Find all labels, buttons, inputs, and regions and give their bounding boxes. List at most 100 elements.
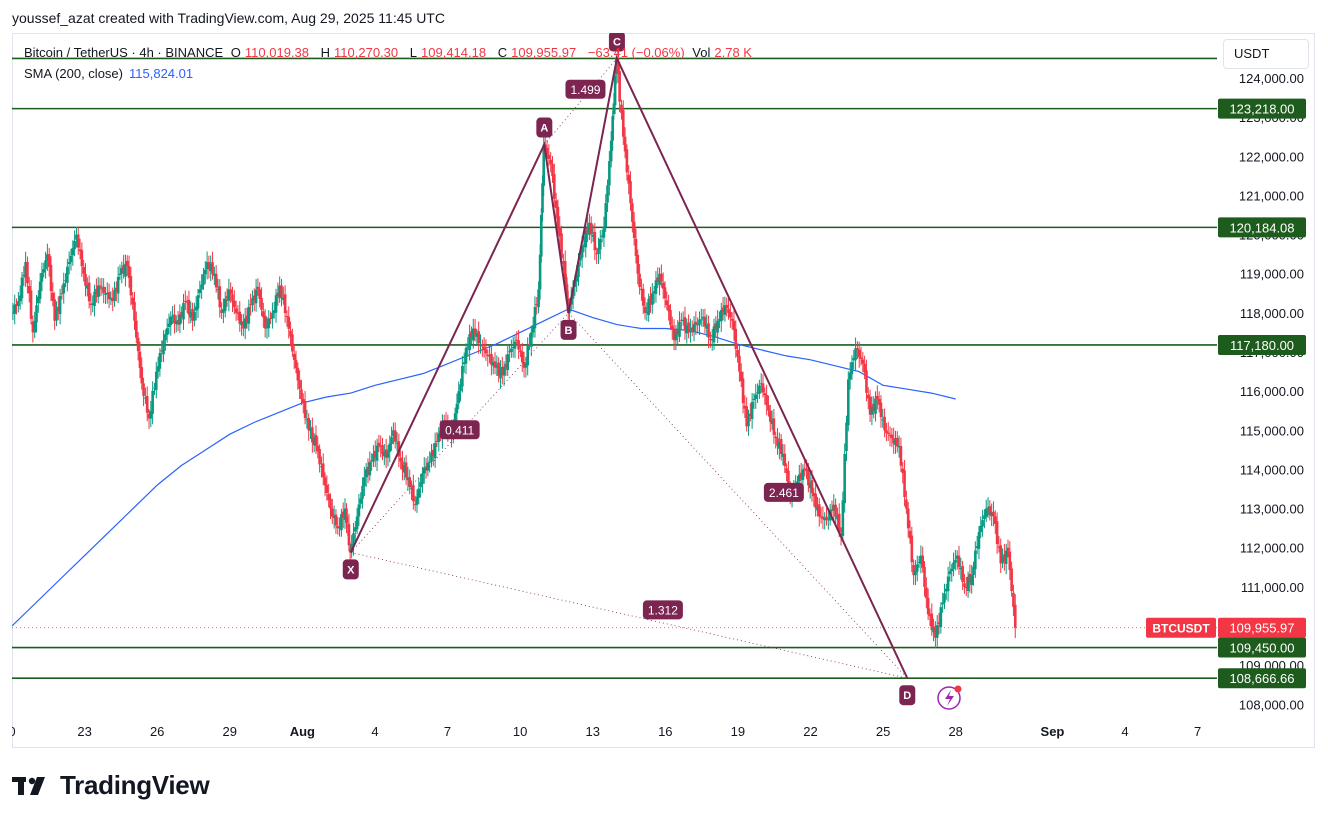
candle-body [49,264,53,292]
candle-body [309,430,312,432]
candle-body [654,280,658,294]
candle-body [640,288,643,291]
symbol-label: BTCUSDT [1152,622,1210,636]
tradingview-logo-icon [12,776,45,795]
candle-body [984,508,988,517]
candle-body [64,280,67,282]
candle-body [377,442,381,446]
candle-body [20,277,24,299]
candle-body [577,261,580,278]
candle-body [959,567,963,570]
candle-body [1010,568,1013,592]
candle-body [283,294,287,314]
candle-body [660,273,663,282]
candle-body [345,508,348,523]
candle-body [225,296,229,299]
candle-body [184,300,187,302]
candle-body [142,383,145,396]
lightning-dot [954,685,962,693]
time-tick-label: 28 [948,724,962,739]
candle-body [105,292,109,294]
candle-body [861,359,865,364]
candle-body [743,405,747,409]
candle-body [421,473,424,484]
pattern-point-c-label: C [613,36,621,48]
candle-body [300,389,303,399]
candle-body [910,535,914,563]
candle-body [537,289,540,308]
currency-button[interactable]: USDT [1223,39,1309,69]
candle-body [565,281,568,287]
candle-body [29,290,33,319]
candle-body [340,514,343,531]
volume-value: Vol 2.78 K [692,45,752,60]
candle-body [652,291,656,294]
candle-body [296,367,300,381]
candle-body [355,516,359,530]
symbol-title[interactable]: Bitcoin / TetherUS · 4h · BINANCE [24,45,224,60]
lightning-icon[interactable] [937,685,962,710]
candle-body [375,445,379,461]
candle-body [597,248,600,255]
candle-body [658,273,661,286]
candle-body [627,174,631,184]
candle-body [547,154,551,159]
candle-body [906,508,910,529]
sma-legend[interactable]: SMA (200, close) 115,824.01 [24,66,193,81]
candle-body [837,513,841,533]
candle-body [709,338,712,341]
pattern-ratio-label: 1.312 [648,603,678,617]
candle-body [462,362,466,365]
candle-body [649,296,652,303]
time-tick-label: 19 [731,724,745,739]
candle-body [182,303,185,320]
candle-body [834,504,837,517]
candle-body [551,164,554,177]
time-tick-label: 10 [513,724,527,739]
candle-body [435,440,439,443]
candle-body [712,326,716,343]
candle-body [988,506,992,516]
high-value: H 110,270.30 [320,45,399,60]
candle-body [611,116,614,141]
candle-body [899,445,903,466]
candle-body [948,571,952,575]
candle-body [75,234,78,240]
candle-body [95,288,98,295]
pattern-point-a-badge [536,117,553,138]
candle-body [515,339,519,341]
candle-body [779,439,783,455]
candle-body [629,181,632,204]
candle-body [350,544,353,553]
candle-body [276,292,280,297]
candle-body [133,301,136,321]
candle-body [98,285,102,288]
candle-body [368,461,372,476]
candle-body [31,321,35,333]
candle-body [312,437,316,446]
harmonic-pattern: X A B C D 0.411 1.499 2.461 1.312 [342,33,916,706]
candle-body [76,234,80,248]
candle-body [545,147,549,156]
pattern-ratio-line [544,58,618,145]
candle-body [120,268,124,274]
candle-body [410,487,413,490]
candle-body [632,221,636,239]
price-axis: 108,000.00109,000.00110,000.00111,000.00… [1239,71,1304,712]
candle-body [67,261,71,264]
time-tick-label: 7 [444,724,451,739]
candle-body [801,469,805,481]
candle-body [493,361,497,368]
candle-body [220,310,223,313]
candle-body [598,239,602,250]
candle-body [1004,550,1008,565]
candle-body [990,512,993,517]
sma-label: SMA (200, close) [24,66,123,81]
candle-body [254,289,258,304]
price-tick-label: 114,000.00 [1240,462,1304,477]
candle-body [58,295,62,315]
candle-body [928,614,932,617]
candle-body [963,583,966,587]
candle-body [510,348,513,353]
